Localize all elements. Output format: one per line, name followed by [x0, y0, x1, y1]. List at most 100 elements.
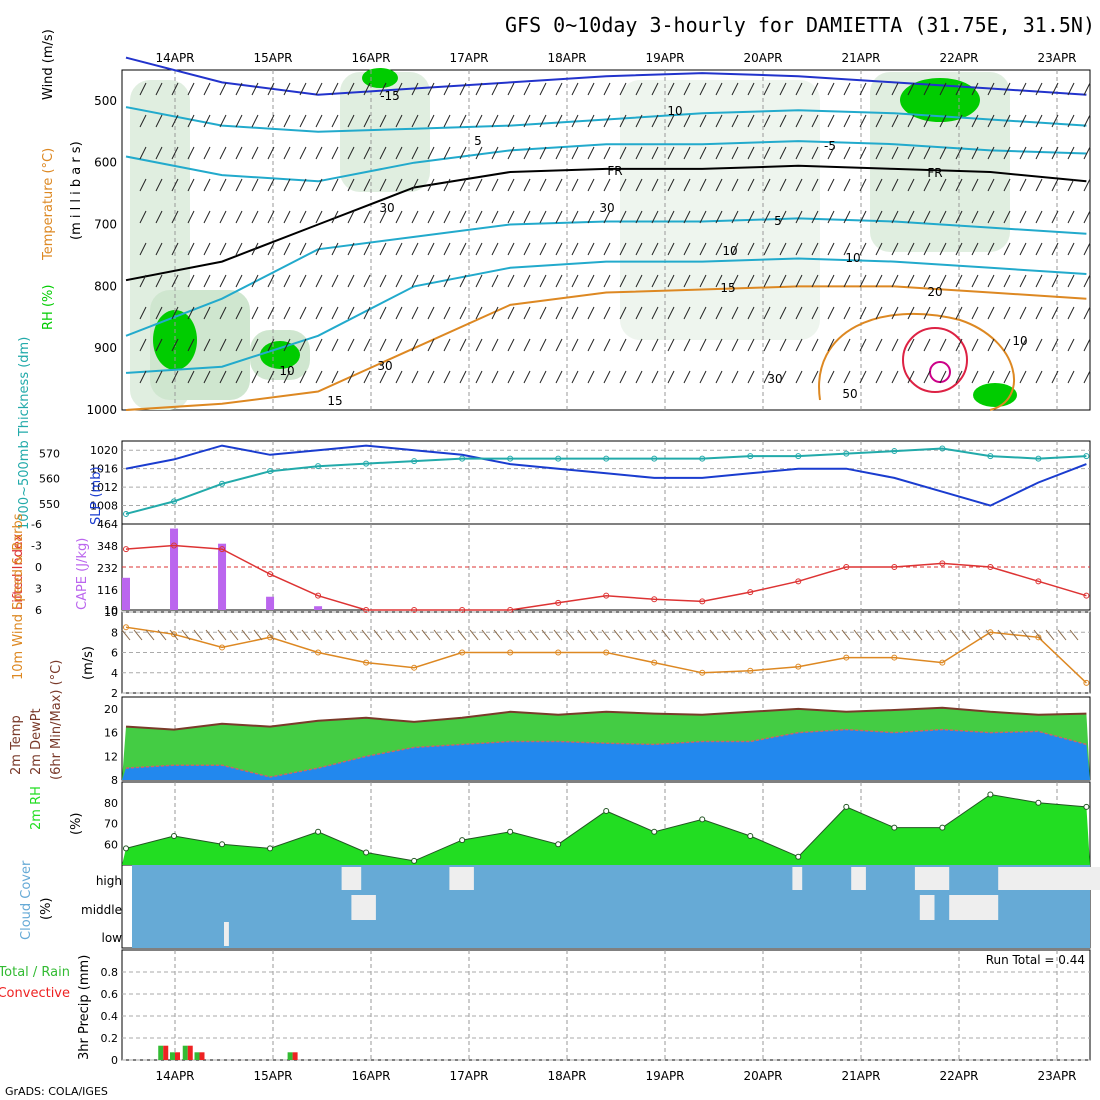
wind-barb	[203, 178, 211, 192]
wind-barb	[747, 242, 755, 256]
wind-barb	[171, 178, 179, 192]
wind-barb	[337, 629, 347, 641]
wind-barb	[1033, 629, 1043, 641]
wind-barb	[361, 629, 371, 641]
wind-barb	[139, 210, 147, 224]
wind-barb	[1035, 178, 1043, 192]
wind-barb	[475, 242, 483, 256]
wind-barb	[395, 274, 403, 288]
wind-barb	[331, 210, 339, 224]
wind-barb	[283, 82, 291, 96]
date-label-bottom: 20APR	[743, 1069, 782, 1083]
wind-barb	[539, 146, 547, 160]
wind-barb	[731, 274, 739, 288]
wind-barb	[395, 178, 403, 192]
thickness-point	[1035, 455, 1042, 462]
wind-barb	[397, 629, 407, 641]
wind-barb	[603, 242, 611, 256]
wind-barb	[1009, 629, 1019, 641]
slp-tick-label: 1020	[90, 444, 118, 457]
wind-barb	[763, 114, 771, 128]
wind-barb	[553, 629, 563, 641]
wind-barb	[601, 629, 611, 641]
date-label-bottom: 17APR	[449, 1069, 488, 1083]
wind-barb	[347, 146, 355, 160]
wind-barb	[571, 82, 579, 96]
rh-point	[651, 828, 658, 835]
precip-total-bar	[287, 1052, 293, 1060]
precip-convective-bar	[175, 1052, 180, 1060]
wind-barb	[379, 338, 387, 352]
date-label-bottom: 22APR	[939, 1069, 978, 1083]
run-total-label: Run Total = 0.44	[986, 953, 1085, 967]
thickness-ylabel: 1000~500mb Thickness (dm)	[17, 337, 32, 530]
lifted-index-point	[699, 598, 706, 605]
wind-barb	[1067, 370, 1075, 384]
pressure-tick-label: 500	[94, 94, 117, 108]
cloud-clear-segment	[449, 867, 474, 890]
wind-barb	[251, 210, 259, 224]
wind-barb	[781, 629, 791, 641]
wind-barb	[187, 306, 195, 320]
wind-barb	[1083, 210, 1091, 224]
wind-barb	[779, 370, 787, 384]
wind-barb	[697, 629, 707, 641]
cape-tick-label: 348	[97, 540, 118, 553]
wind-barb	[811, 306, 819, 320]
wind-barb	[459, 370, 467, 384]
wind-barb	[763, 210, 771, 224]
wind-barb	[843, 146, 851, 160]
wind-barb	[923, 242, 931, 256]
lifted-index-point	[651, 596, 658, 603]
wind-barb	[267, 210, 275, 224]
wind-barb	[155, 338, 163, 352]
date-label-bottom: 21APR	[841, 1069, 880, 1083]
wind-barb	[1019, 370, 1027, 384]
wind-barb	[747, 370, 755, 384]
wind-barb	[683, 306, 691, 320]
wind-barb	[827, 146, 835, 160]
wind-barb	[475, 210, 483, 224]
wind-barb	[619, 82, 627, 96]
wind-barb	[475, 178, 483, 192]
date-label-top: 19APR	[645, 51, 684, 65]
wind-barb	[523, 114, 531, 128]
wind-barb	[1051, 178, 1059, 192]
wind-barb	[571, 338, 579, 352]
wind-barb	[251, 178, 259, 192]
wind-barb	[971, 114, 979, 128]
panel-frame	[121, 949, 1091, 1061]
wind-barb	[481, 629, 491, 641]
wind-barb	[315, 242, 323, 256]
wind-barb	[219, 82, 227, 96]
wind-barb	[587, 210, 595, 224]
slp-tick-label: 1008	[90, 500, 118, 513]
wind-barb	[571, 242, 579, 256]
lifted-index-point	[555, 599, 562, 606]
contour-label: 10	[667, 104, 682, 118]
wind-barb	[987, 210, 995, 224]
wind-speed-point	[555, 649, 562, 656]
wind-barb	[443, 242, 451, 256]
wind-barb	[843, 178, 851, 192]
contour-label: 10	[722, 244, 737, 258]
lifted-index-line	[125, 544, 1087, 611]
wind-barb	[683, 338, 691, 352]
wind-barb	[555, 338, 563, 352]
wind-barb	[907, 146, 915, 160]
wind-barb	[529, 629, 539, 641]
wind-barb	[891, 274, 899, 288]
wind-barb	[427, 178, 435, 192]
wind-barb	[971, 242, 979, 256]
wind-barb	[1067, 82, 1075, 96]
wind-barb	[877, 629, 887, 641]
thickness-point	[363, 460, 370, 467]
wind-barb	[699, 210, 707, 224]
wind-barb	[795, 114, 803, 128]
wind-barb	[779, 178, 787, 192]
wind-barb	[409, 629, 419, 641]
wind-barb	[827, 178, 835, 192]
cloud-clear-segment	[851, 867, 866, 890]
wind-barb	[475, 114, 483, 128]
wind-barb	[1003, 82, 1011, 96]
